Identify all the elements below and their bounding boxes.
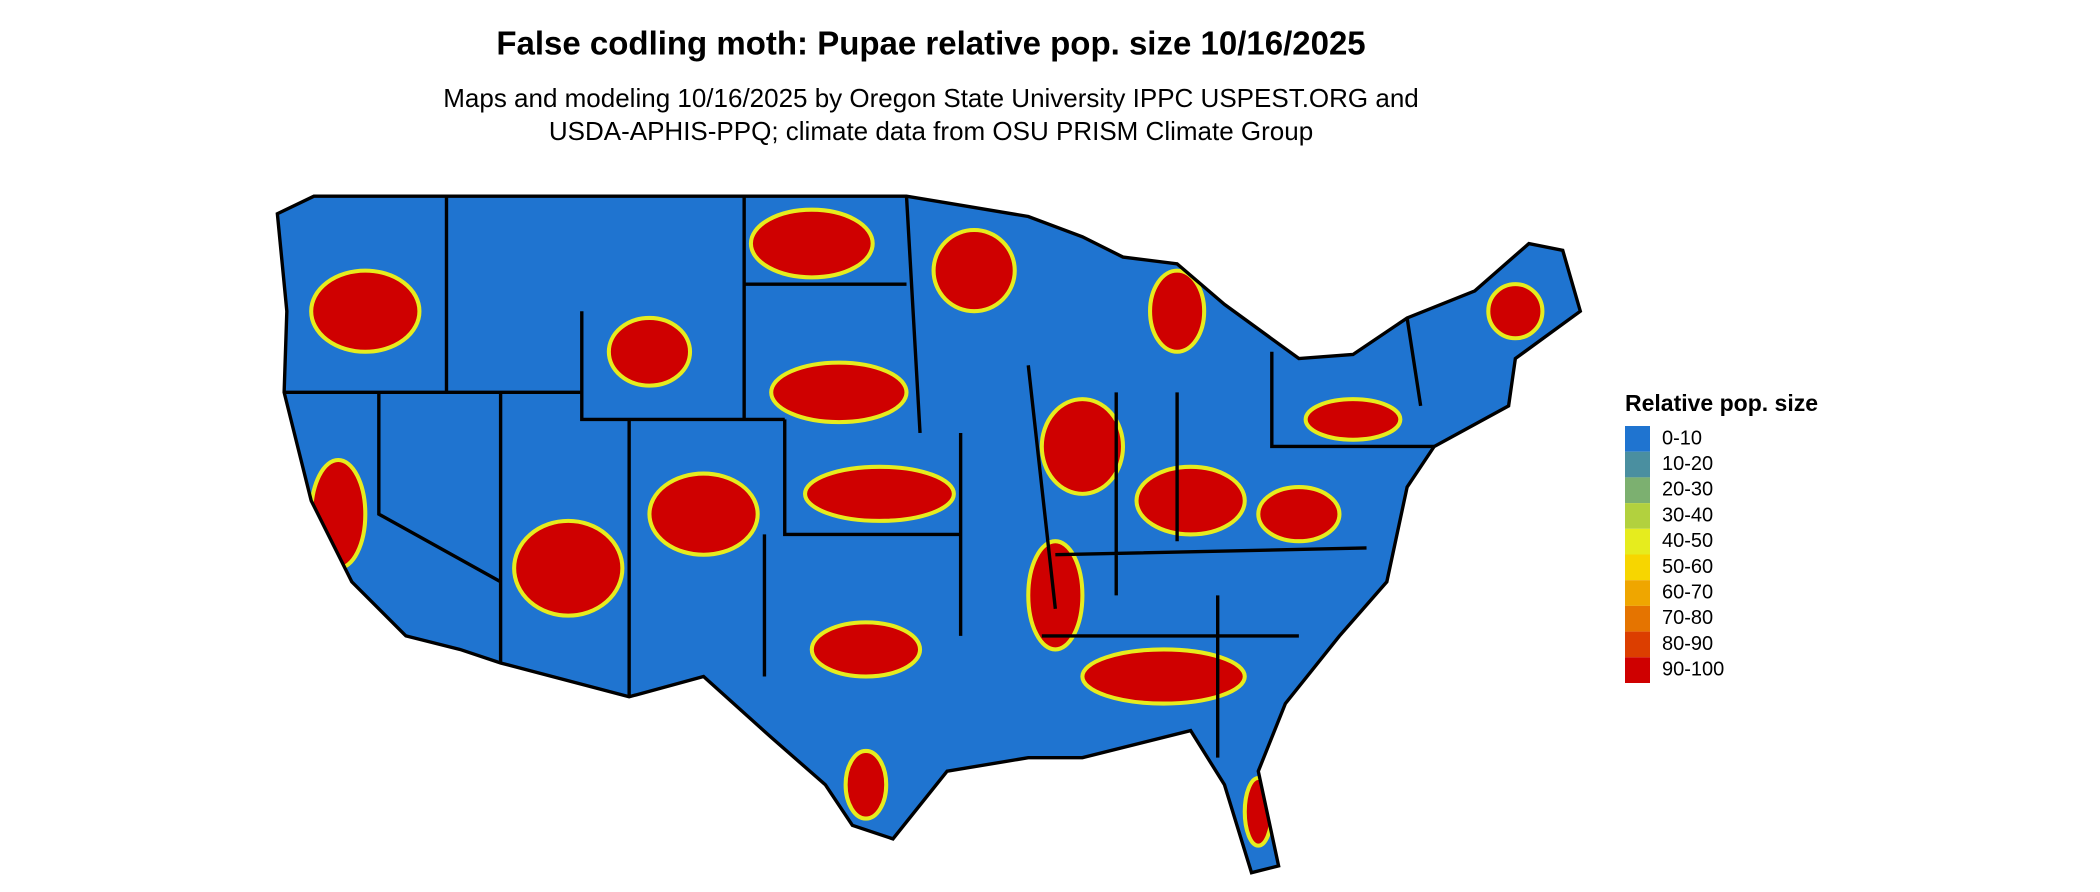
- legend-label: 40-50: [1662, 530, 1713, 552]
- legend-label: 20-30: [1662, 479, 1713, 501]
- legend-swatch: [1625, 657, 1650, 683]
- subtitle-line: USDA-APHIS-PPQ; climate data from OSU PR…: [549, 116, 1313, 146]
- legend-label: 60-70: [1662, 581, 1713, 603]
- us-map: [275, 194, 1582, 875]
- legend: 0-10 10-20 20-30 30-40 40-50 50-60 60-70 70-80 8…: [1625, 426, 1724, 683]
- map-title: False codling moth: Pupae relative pop. …: [496, 25, 1365, 62]
- legend-swatch: [1625, 580, 1650, 606]
- legend-label: 80-90: [1662, 633, 1713, 655]
- legend-swatch: [1625, 426, 1650, 452]
- legend-swatch: [1625, 605, 1650, 632]
- legend-swatch: [1625, 554, 1650, 581]
- legend-label: 10-20: [1662, 453, 1713, 475]
- legend-label: 0-10: [1662, 427, 1702, 449]
- legend-label: 70-80: [1662, 607, 1713, 629]
- subtitle-line: Maps and modeling 10/16/2025 by Oregon S…: [443, 83, 1419, 113]
- legend-label: 50-60: [1662, 556, 1713, 578]
- legend-title: Relative pop. size: [1625, 390, 1818, 416]
- legend-swatch: [1625, 503, 1650, 529]
- legend-label: 30-40: [1662, 504, 1713, 526]
- legend-label: 90-100: [1662, 659, 1724, 681]
- legend-swatch: [1625, 631, 1650, 658]
- legend-swatch: [1625, 451, 1650, 478]
- legend-swatch: [1625, 528, 1650, 555]
- legend-swatch: [1625, 477, 1650, 504]
